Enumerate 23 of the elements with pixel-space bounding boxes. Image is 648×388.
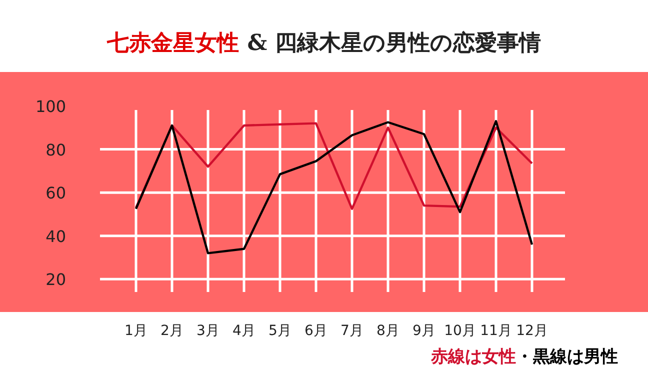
chart-title: 七赤金星女性	[106, 30, 240, 56]
x-tick-label: 6月	[304, 323, 328, 339]
line-series	[134, 120, 534, 254]
x-tick-label: 12月	[516, 323, 548, 339]
x-tick-label: 7月	[340, 323, 364, 339]
x-tick-label: 2月	[160, 323, 184, 339]
x-tick-label: 10月	[444, 323, 476, 339]
y-tick-label: 80	[46, 140, 66, 160]
y-tick-label: 100	[35, 97, 66, 116]
x-tick-label: 11月	[480, 323, 512, 339]
x-tick-label: 8月	[376, 323, 400, 339]
y-tick-label: 20	[46, 270, 66, 290]
line-series	[134, 122, 534, 210]
x-tick-label: 4月	[232, 323, 256, 339]
text: 赤線は女性	[430, 347, 516, 367]
x-tick-label: 1月	[124, 323, 148, 339]
x-tick-label: 5月	[268, 323, 292, 339]
text: ・黒線は男性	[516, 347, 618, 367]
x-tick-label: 3月	[196, 323, 220, 339]
y-tick-label: 40	[46, 226, 66, 246]
chart-subtitle: & 四緑木星の男性の恋愛事情	[247, 30, 541, 56]
y-tick-label: 60	[46, 184, 66, 203]
x-tick-label: 9月	[412, 323, 436, 339]
